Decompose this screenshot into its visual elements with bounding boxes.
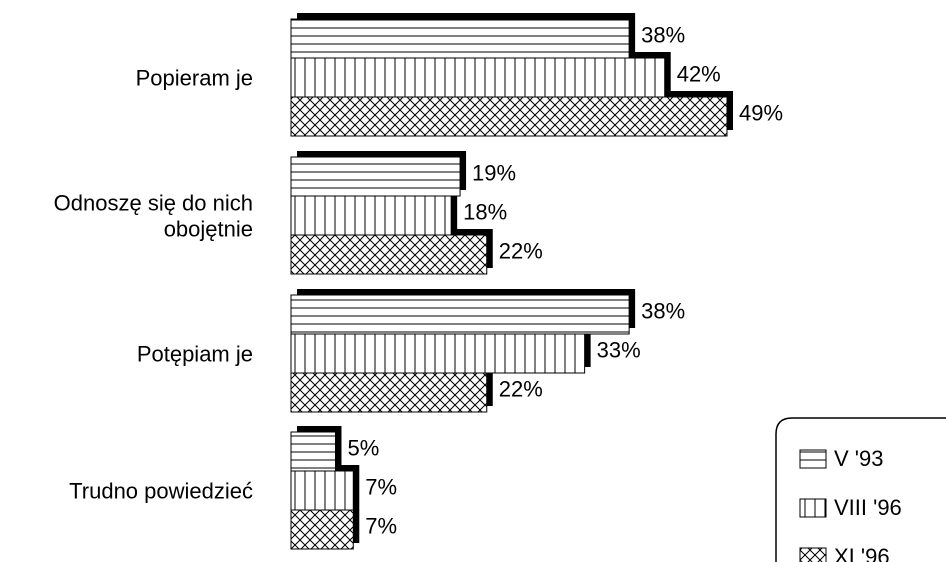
data-label: 7%	[365, 474, 397, 499]
bar	[290, 333, 586, 374]
legend-label: XI '96	[834, 544, 890, 562]
data-label: 19%	[472, 160, 516, 185]
category-label: Popieram je	[136, 65, 253, 90]
category-label: Odnoszę się do nich	[54, 190, 253, 215]
bar	[290, 156, 461, 197]
data-label: 38%	[641, 22, 685, 47]
data-label: 22%	[499, 376, 543, 401]
category-label: obojętnie	[164, 216, 253, 241]
bar	[290, 372, 488, 413]
data-label: 49%	[739, 100, 783, 125]
legend-swatch	[799, 449, 827, 469]
legend-swatch	[799, 547, 827, 562]
bar	[290, 96, 728, 137]
legend-label: V '93	[834, 446, 883, 471]
bar	[290, 470, 354, 511]
bar	[290, 234, 488, 275]
bar	[290, 195, 452, 236]
bar	[290, 18, 630, 59]
data-label: 5%	[347, 435, 379, 460]
data-label: 42%	[677, 61, 721, 86]
legend-swatch	[799, 498, 827, 518]
data-label: 33%	[597, 337, 641, 362]
bar	[290, 294, 630, 335]
bar	[290, 509, 354, 550]
bar	[290, 57, 666, 98]
legend-frame	[775, 417, 946, 562]
bar	[290, 431, 336, 472]
legend-label: VIII '96	[834, 495, 902, 520]
data-label: 22%	[499, 238, 543, 263]
data-label: 7%	[365, 513, 397, 538]
category-label: Potępiam je	[137, 341, 253, 366]
legend: V '93 VIII '96 XI '96	[775, 417, 946, 562]
data-label: 38%	[641, 298, 685, 323]
data-label: 18%	[463, 199, 507, 224]
category-label: Trudno powiedzieć	[69, 478, 253, 503]
